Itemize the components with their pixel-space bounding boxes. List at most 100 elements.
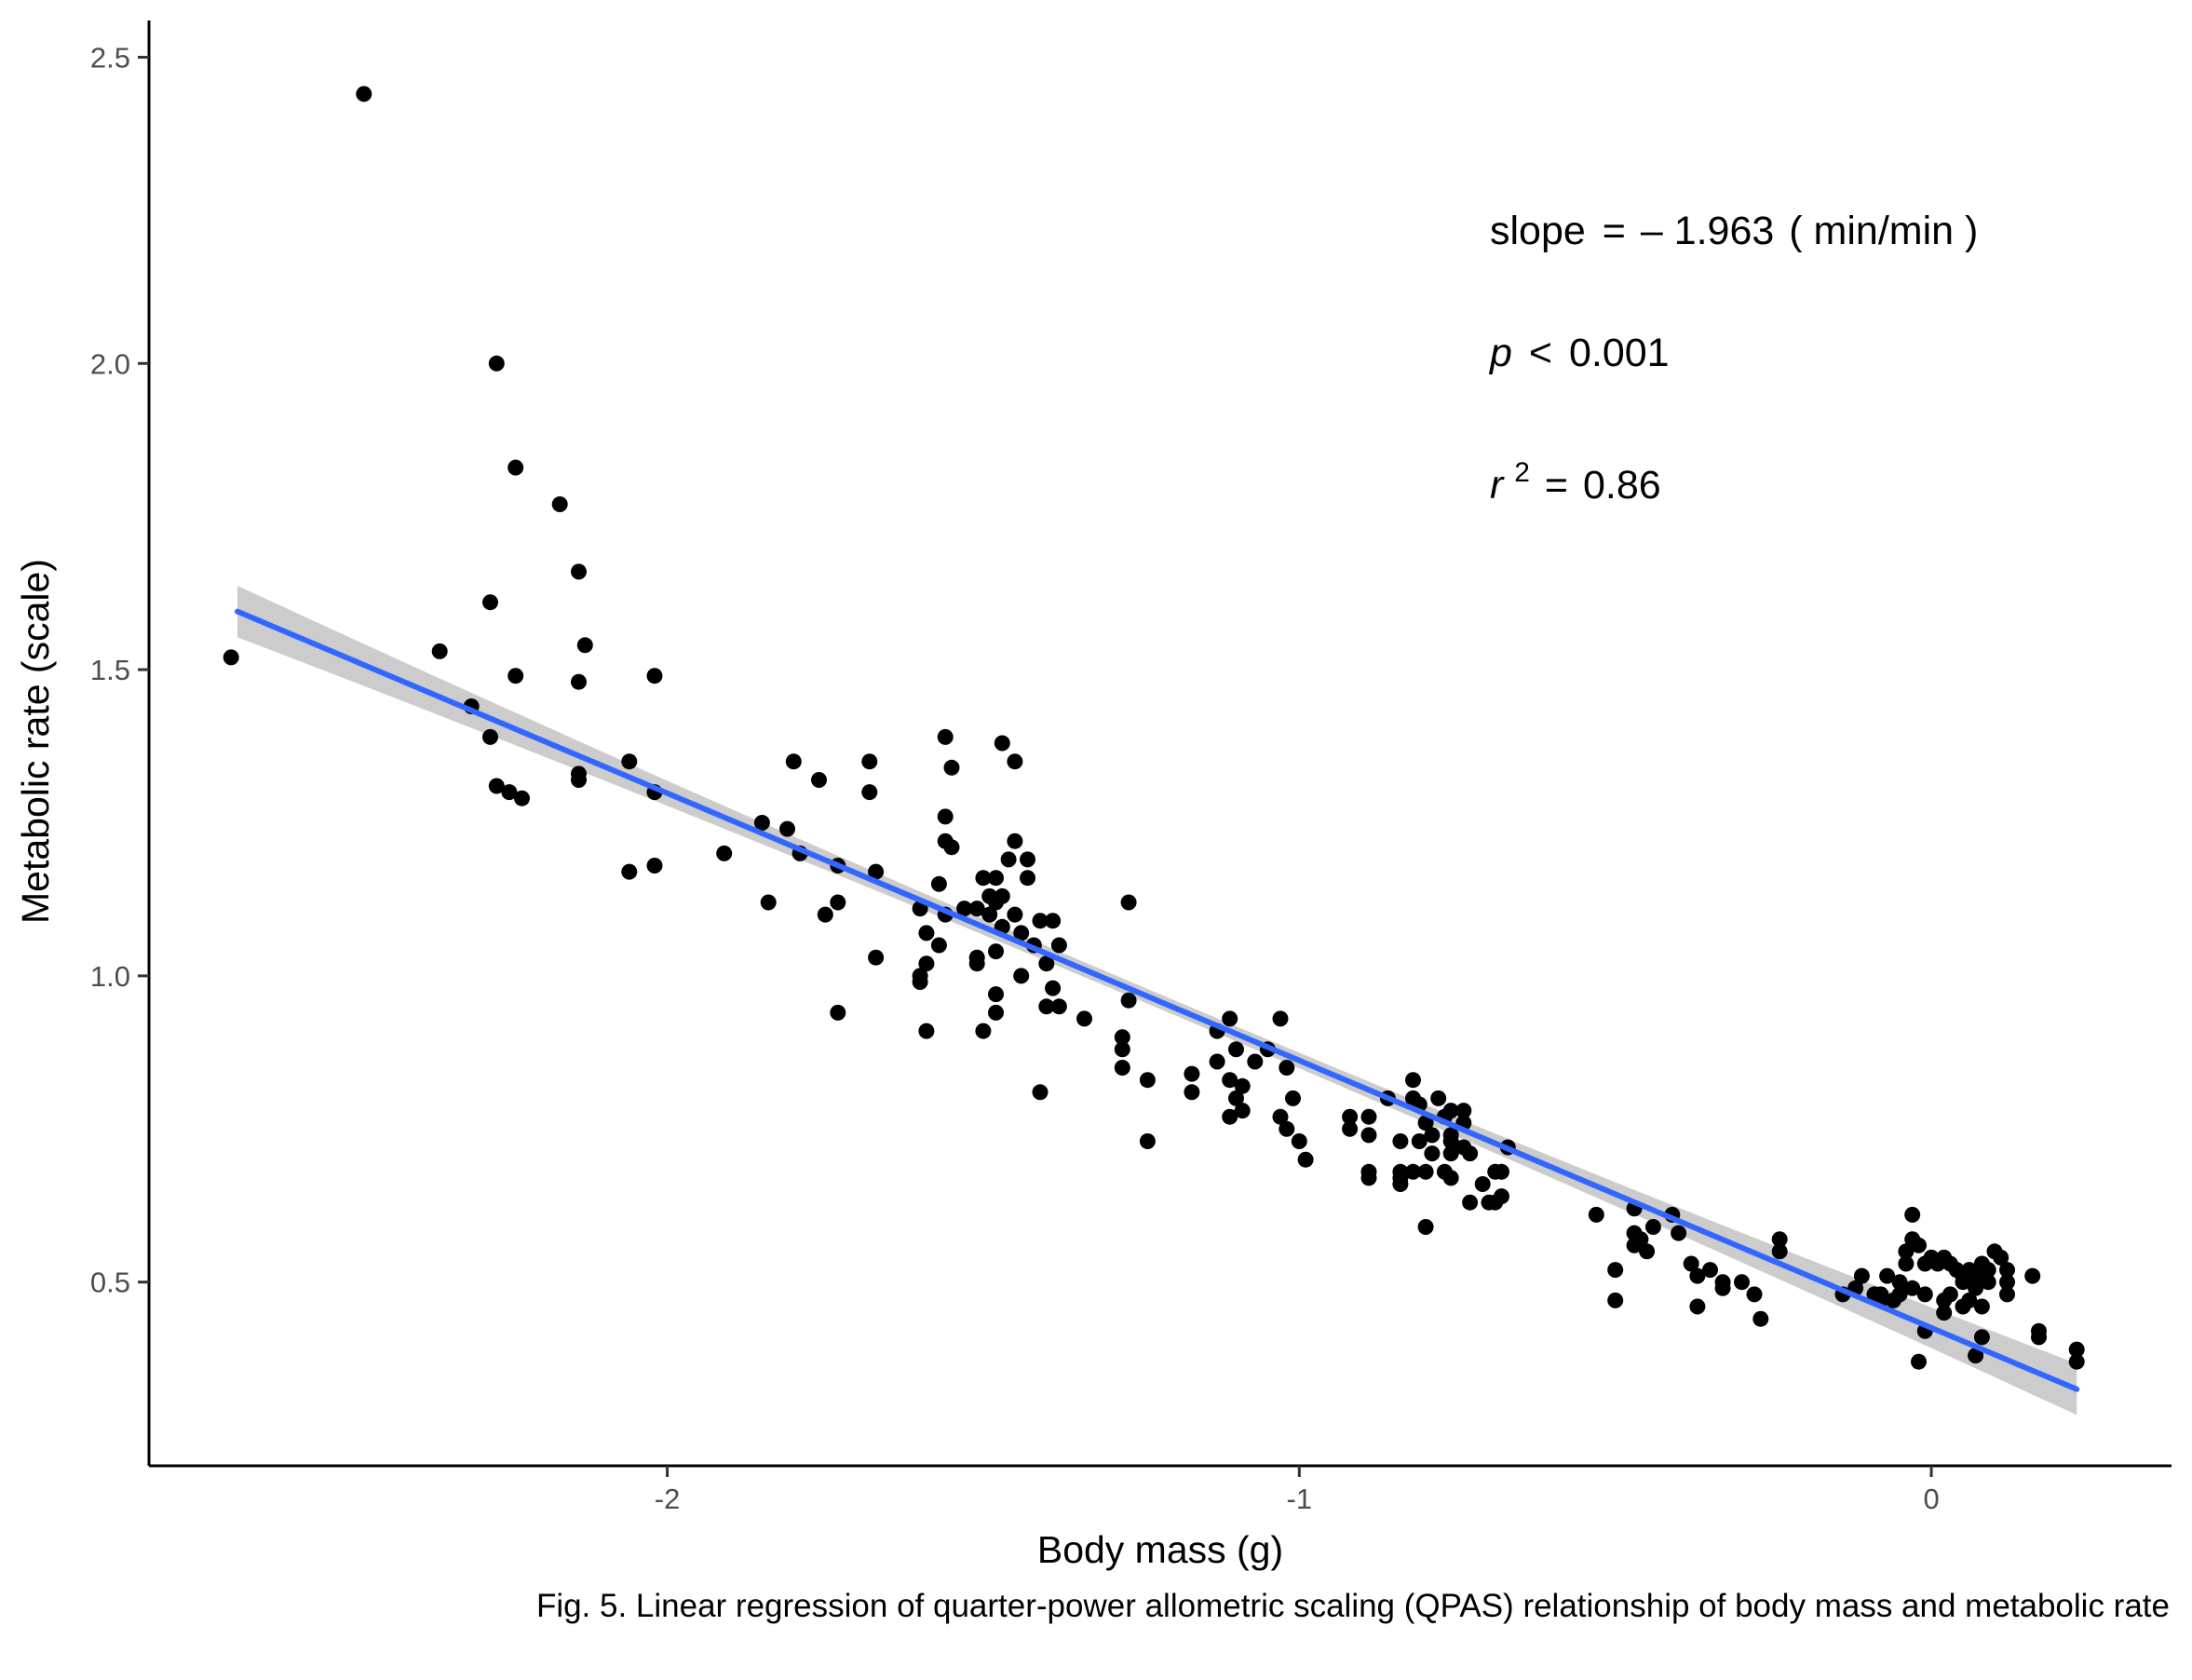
data-point — [1474, 1176, 1491, 1192]
data-point — [482, 728, 498, 745]
data-point — [1671, 1225, 1687, 1241]
y-axis-ticks: 0.5 1.0 1.5 2.0 2.5 — [90, 41, 149, 1299]
data-point — [779, 820, 795, 837]
data-point — [1392, 1133, 1409, 1149]
data-point — [1013, 968, 1030, 984]
data-point — [1752, 1310, 1769, 1327]
x-tick-label: 0 — [1923, 1483, 1939, 1515]
data-point — [994, 887, 1010, 904]
data-point — [861, 784, 878, 801]
data-point — [1222, 1108, 1238, 1125]
data-point — [1342, 1120, 1359, 1137]
data-point — [507, 668, 524, 684]
y-tick-label: 1.5 — [90, 654, 130, 686]
data-point — [1007, 906, 1023, 923]
data-point — [1139, 1072, 1156, 1089]
data-point — [943, 759, 960, 776]
slope-annotation: slope = – 1.963 ( min/min ) — [1490, 209, 1978, 253]
data-point — [1639, 1243, 1656, 1260]
data-point — [1279, 1060, 1295, 1076]
data-point — [1342, 1108, 1359, 1125]
data-point — [1999, 1286, 2015, 1303]
data-point — [1898, 1255, 1915, 1272]
data-point — [1993, 1249, 2009, 1266]
data-point — [1955, 1298, 1971, 1315]
data-point — [1297, 1151, 1314, 1168]
slope-equals: = — [1603, 209, 1626, 253]
data-point — [817, 906, 833, 923]
data-point — [1013, 925, 1030, 942]
data-point — [918, 925, 935, 942]
r-squared-annotation: r 2 = 0.86 — [1490, 446, 1661, 508]
data-point — [501, 784, 518, 801]
data-point — [1424, 1145, 1441, 1162]
data-point — [1702, 1262, 1718, 1279]
data-point — [1234, 1103, 1251, 1119]
p-value-annotation: p < 0.001 — [1488, 331, 1670, 375]
r-value: 0.86 — [1583, 463, 1661, 508]
data-point — [1442, 1145, 1459, 1162]
data-point — [1050, 937, 1067, 954]
data-point — [1228, 1041, 1244, 1058]
data-point — [1120, 894, 1137, 911]
r-equals: = — [1545, 463, 1568, 508]
data-point — [918, 1023, 935, 1039]
data-point — [1392, 1176, 1409, 1192]
data-point — [1076, 1010, 1092, 1027]
data-point — [830, 894, 846, 911]
data-point — [968, 901, 985, 917]
data-point — [1222, 1072, 1238, 1089]
data-point — [1020, 870, 1035, 887]
regression-line — [235, 608, 2080, 1392]
data-point — [868, 949, 885, 966]
data-point — [1904, 1280, 1921, 1296]
y-tick-label: 2.5 — [90, 41, 130, 74]
data-point — [785, 753, 802, 770]
data-point — [1936, 1305, 1953, 1321]
data-point — [223, 649, 239, 666]
slope-unit-close: ) — [1965, 209, 1978, 253]
data-point — [1494, 1188, 1509, 1205]
data-point — [760, 894, 777, 911]
data-point — [1904, 1206, 1921, 1223]
data-point — [1417, 1115, 1434, 1131]
data-point — [482, 594, 498, 611]
data-point — [988, 943, 1004, 960]
data-point — [1973, 1329, 1990, 1346]
data-point — [1771, 1231, 1788, 1248]
data-point — [912, 974, 928, 990]
data-point — [576, 637, 593, 654]
data-point — [1114, 1029, 1130, 1046]
data-point — [1430, 1090, 1447, 1106]
data-point — [1955, 1274, 1971, 1291]
data-point — [1222, 1010, 1238, 1027]
figure-caption: Fig. 5. Linear regression of quarter-pow… — [536, 1588, 2170, 1624]
data-point — [1771, 1243, 1788, 1260]
x-axis-title: Body mass (g) — [1037, 1528, 1283, 1571]
data-point — [1405, 1072, 1421, 1089]
data-point — [1360, 1127, 1377, 1144]
data-point — [2068, 1353, 2085, 1370]
data-point — [1114, 1041, 1130, 1058]
data-point — [1209, 1053, 1225, 1070]
data-point — [1291, 1133, 1307, 1149]
data-point — [1968, 1267, 1984, 1284]
data-point — [1879, 1267, 1896, 1284]
data-point — [1360, 1108, 1377, 1125]
x-tick-label: -2 — [655, 1483, 681, 1515]
data-point — [868, 863, 885, 880]
data-point — [1247, 1053, 1264, 1070]
data-point — [943, 839, 960, 856]
p-value: 0.001 — [1569, 331, 1670, 375]
data-point — [1746, 1286, 1763, 1303]
data-point — [488, 778, 505, 794]
data-point — [1980, 1262, 1996, 1279]
data-point — [1980, 1274, 1996, 1291]
data-point — [1184, 1084, 1200, 1101]
data-point — [1455, 1103, 1472, 1119]
data-point — [1279, 1120, 1295, 1137]
x-tick-label: -1 — [1287, 1483, 1313, 1515]
data-point — [1442, 1133, 1459, 1149]
